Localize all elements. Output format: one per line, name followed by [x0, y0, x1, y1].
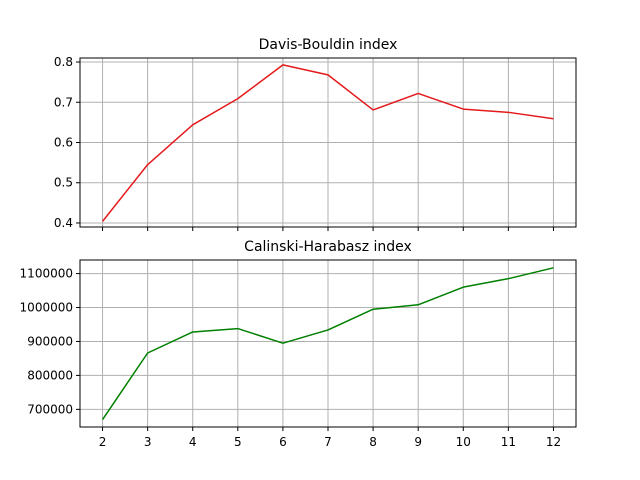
y-tick-label: 1000000: [20, 301, 73, 315]
x-tick-label: 9: [414, 435, 422, 449]
x-tick-label: 10: [456, 435, 471, 449]
y-tick-label: 0.8: [54, 55, 73, 69]
y-tick-label: 1100000: [20, 267, 73, 281]
x-tick-label: 8: [369, 435, 377, 449]
x-tick-label: 7: [324, 435, 332, 449]
y-tick-label: 700000: [27, 402, 73, 416]
x-tick-label: 5: [234, 435, 242, 449]
x-tick-label: 11: [501, 435, 516, 449]
y-tick-label: 0.7: [54, 95, 73, 109]
x-tick-label: 2: [99, 435, 107, 449]
y-tick-label: 800000: [27, 368, 73, 382]
series-line: [101, 64, 554, 222]
y-tick-label: 0.6: [54, 136, 73, 150]
axes-frame: [79, 57, 577, 228]
x-tick-label: 6: [279, 435, 287, 449]
subplot-title: Davis-Bouldin index: [259, 37, 398, 53]
series-line: [101, 267, 554, 420]
axes-frame: [79, 259, 577, 428]
x-tick-label: 12: [546, 435, 561, 449]
y-tick-label: 900000: [27, 334, 73, 348]
y-tick-label: 0.4: [54, 216, 73, 230]
x-tick-label: 4: [189, 435, 197, 449]
x-tick-label: 3: [144, 435, 152, 449]
davis-bouldin-subplot: Davis-Bouldin index 0.4 0.5 0.6 0.7 0.8: [54, 37, 577, 231]
calinski-harabasz-subplot: Calinski-Harabasz index 2 3 4 5 6 7 8 9 10 11 12 70…: [20, 239, 577, 449]
y-tick-label: 0.5: [54, 176, 73, 190]
subplot-title: Calinski-Harabasz index: [244, 239, 412, 255]
